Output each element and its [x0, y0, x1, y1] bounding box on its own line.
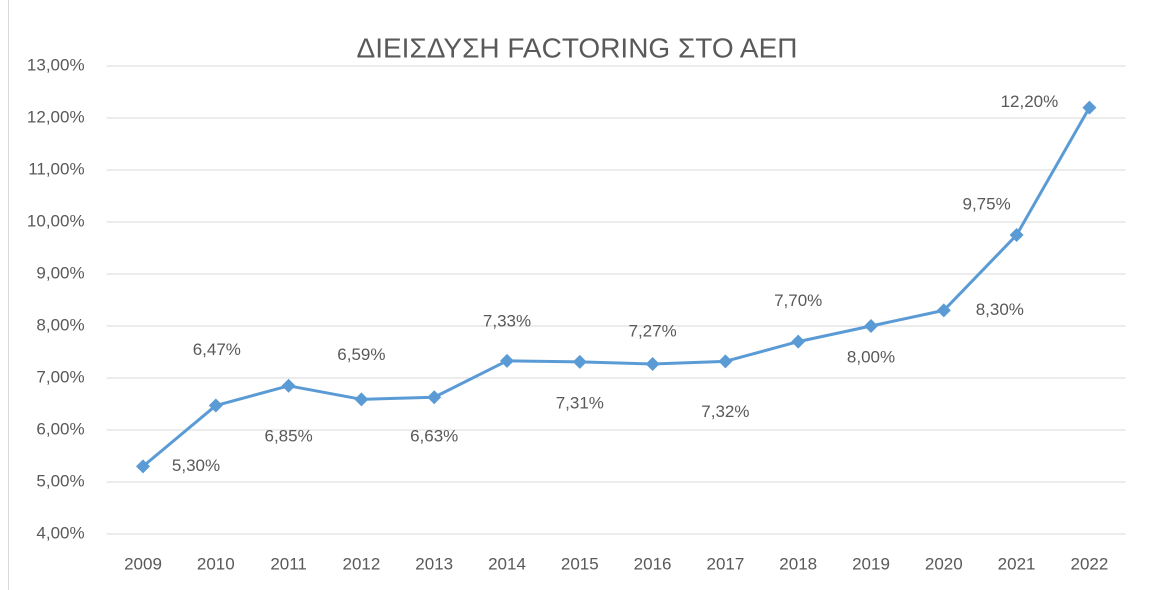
- x-tick-label: 2020: [925, 554, 963, 573]
- x-tick-label: 2015: [561, 554, 599, 573]
- line: [142, 106, 1091, 468]
- data-label: 7,33%: [483, 311, 531, 330]
- data-label: 9,75%: [962, 194, 1010, 213]
- x-tick-label: 2019: [852, 554, 890, 573]
- x-tick-label: 2009: [124, 554, 162, 573]
- data-label: 7,70%: [774, 291, 822, 310]
- x-tick-label: 2022: [1070, 554, 1108, 573]
- y-tick-label: 4,00%: [36, 523, 84, 542]
- data-label: 7,27%: [628, 321, 676, 340]
- marker: [500, 353, 514, 368]
- y-tick-label: 10,00%: [27, 211, 85, 230]
- y-tick-label: 12,00%: [27, 107, 85, 126]
- data-label: 5,30%: [172, 456, 220, 475]
- marker: [427, 390, 442, 405]
- x-tick-label: 2016: [634, 554, 672, 573]
- y-tick-label: 11,00%: [28, 159, 84, 178]
- data-label: 6,85%: [264, 426, 312, 445]
- data-label: 8,30%: [976, 300, 1024, 319]
- data-label: 8,00%: [847, 347, 895, 366]
- marker: [136, 459, 150, 474]
- y-tick-label: 13,00%: [27, 55, 85, 74]
- marker: [354, 392, 369, 407]
- y-tick-label: 7,00%: [36, 367, 84, 386]
- marker: [1009, 228, 1024, 242]
- data-label: 6,47%: [193, 340, 241, 359]
- chart-title: ΔΙΕΙΣΔΥΣΗ FACTORING ΣΤΟ ΑΕΠ: [357, 32, 798, 63]
- x-tick-label: 2018: [779, 554, 817, 573]
- marker: [208, 398, 223, 413]
- x-tick-label: 2012: [342, 554, 380, 573]
- x-tick-label: 2013: [415, 554, 453, 573]
- y-tick-label: 9,00%: [36, 263, 84, 282]
- y-tick-label: 6,00%: [36, 419, 84, 438]
- x-tick-label: 2021: [998, 554, 1036, 573]
- y-tick-label: 5,00%: [36, 471, 84, 490]
- marker: [281, 378, 296, 393]
- data-label: 6,59%: [337, 345, 385, 364]
- x-tick-label: 2010: [197, 554, 235, 573]
- data-label: 6,63%: [410, 427, 458, 446]
- x-tick-label: 2011: [270, 554, 307, 573]
- x-tick-label: 2014: [488, 554, 526, 573]
- marker: [791, 334, 806, 349]
- marker: [864, 319, 878, 333]
- marker: [645, 356, 660, 371]
- marker: [1082, 100, 1097, 115]
- data-label: 12,20%: [1001, 92, 1059, 111]
- marker: [572, 354, 587, 369]
- y-tick-label: 8,00%: [36, 315, 84, 334]
- data-label: 7,31%: [556, 393, 604, 412]
- data-label: 7,32%: [701, 402, 749, 421]
- marker: [718, 354, 733, 369]
- x-tick-label: 2017: [706, 554, 744, 573]
- marker: [936, 303, 951, 318]
